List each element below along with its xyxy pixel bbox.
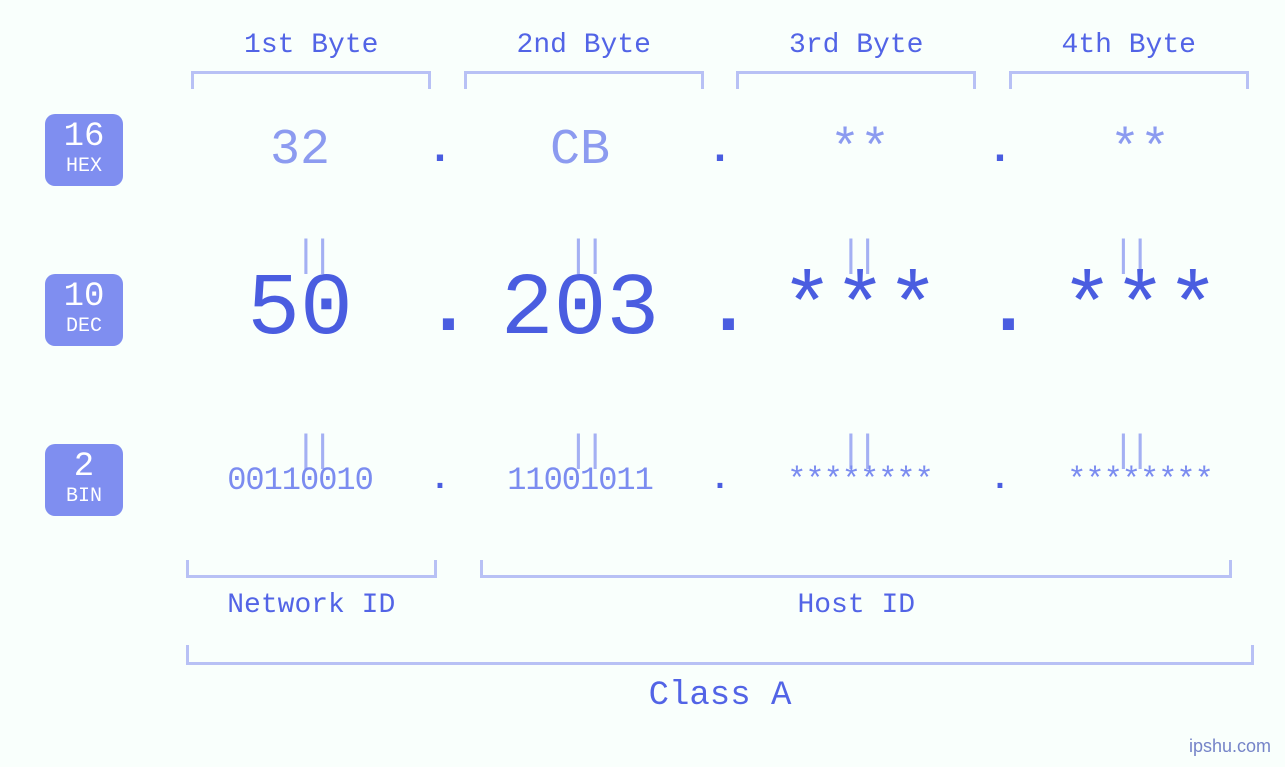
byte-header-col: 1st Byte (175, 30, 448, 89)
top-bracket (464, 71, 704, 89)
hex-badge-name: HEX (45, 156, 123, 178)
network-host-brackets: Network ID Host ID (175, 560, 1265, 621)
byte-header-1: 1st Byte (175, 30, 448, 61)
byte-header-4: 4th Byte (993, 30, 1266, 61)
byte-header-2: 2nd Byte (448, 30, 721, 61)
dot-separator: . (425, 125, 455, 175)
dec-octet-4: *** (1015, 261, 1265, 360)
dec-octets: 50 . 203 . *** . *** (175, 261, 1265, 360)
dot-separator: . (705, 266, 735, 354)
hex-octet-4: ** (1015, 122, 1265, 179)
class-section: Class A (175, 645, 1265, 715)
dot-separator: . (705, 125, 735, 175)
bin-badge: 2 BIN (45, 444, 123, 516)
dec-octet-2: 203 (455, 261, 705, 360)
dot-separator: . (985, 125, 1015, 175)
top-bracket (1009, 71, 1249, 89)
dec-badge-name: DEC (45, 316, 123, 338)
hex-octet-2: CB (455, 122, 705, 179)
network-id-label: Network ID (227, 590, 395, 621)
bin-badge-base: 2 (45, 450, 123, 484)
byte-header-col: 3rd Byte (720, 30, 993, 89)
top-bracket (191, 71, 431, 89)
network-id-section: Network ID (175, 560, 448, 621)
host-id-label: Host ID (797, 590, 915, 621)
hex-octet-1: 32 (175, 122, 425, 179)
hex-badge: 16 HEX (45, 114, 123, 186)
dot-separator: . (985, 461, 1015, 499)
watermark: ipshu.com (1189, 736, 1271, 757)
dot-separator: . (705, 461, 735, 499)
bin-octet-2: 11001011 (455, 462, 705, 499)
hex-octets: 32 . CB . ** . ** (175, 122, 1265, 179)
bin-octet-3: ******** (735, 462, 985, 499)
host-id-section: Host ID (448, 560, 1266, 621)
byte-header-3: 3rd Byte (720, 30, 993, 61)
dec-badge: 10 DEC (45, 274, 123, 346)
dot-separator: . (425, 266, 455, 354)
bin-octets: 00110010 . 11001011 . ******** . *******… (175, 461, 1265, 499)
byte-header-col: 2nd Byte (448, 30, 721, 89)
dec-badge-base: 10 (45, 280, 123, 314)
dot-separator: . (425, 461, 455, 499)
hex-badge-base: 16 (45, 120, 123, 154)
bottom-bracket (480, 560, 1232, 578)
dec-octet-1: 50 (175, 261, 425, 360)
bin-octet-4: ******** (1015, 462, 1265, 499)
hex-octet-3: ** (735, 122, 985, 179)
bin-octet-1: 00110010 (175, 462, 425, 499)
class-label: Class A (649, 677, 792, 715)
class-bracket (186, 645, 1254, 665)
dec-octet-3: *** (735, 261, 985, 360)
bin-badge-name: BIN (45, 486, 123, 508)
dot-separator: . (985, 266, 1015, 354)
byte-headers-row: 1st Byte 2nd Byte 3rd Byte 4th Byte (175, 30, 1265, 89)
bottom-bracket (186, 560, 437, 578)
byte-header-col: 4th Byte (993, 30, 1266, 89)
top-bracket (736, 71, 976, 89)
